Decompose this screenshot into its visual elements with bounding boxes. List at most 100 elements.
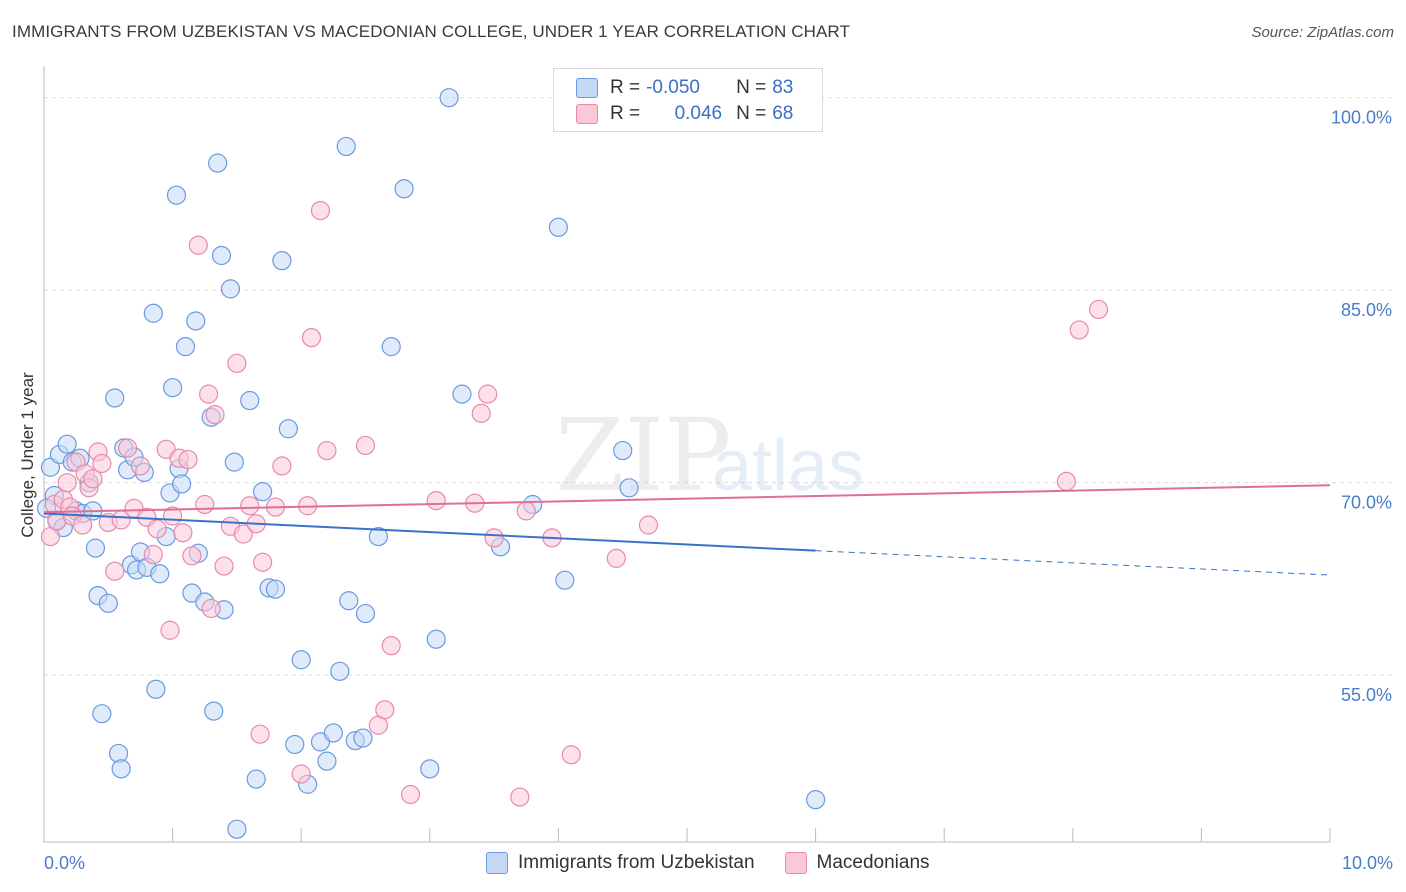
data-point [208,153,228,173]
watermark: ZIP atlas [555,397,864,514]
data-point [400,784,421,805]
series-macedonians-points [40,201,1109,807]
data-point [214,556,234,576]
data-point [92,704,112,724]
data-point [381,337,401,357]
data-point [805,790,826,810]
data-point [83,469,103,489]
data-point [186,311,206,331]
chart-title: IMMIGRANTS FROM UZBEKISTAN VS MACEDONIAN… [12,22,850,41]
data-point [426,629,446,649]
data-point [336,136,356,157]
legend-swatch-pink [576,104,598,124]
legend-item-label: Immigrants from Uzbekistan [518,852,755,873]
data-point [204,701,224,721]
data-point [92,453,112,474]
legend-n-label: N = [736,103,767,124]
data-point [250,724,270,744]
trend-line-uzbekistan [43,512,816,552]
data-point [150,564,170,584]
data-point [72,515,93,535]
data-point [606,548,626,568]
legend-swatch-pink [784,852,807,874]
data-point [439,88,459,108]
data-point [619,478,639,498]
data-point [188,235,208,255]
legend-swatch-blue [576,78,598,98]
data-point [98,593,118,613]
data-point [381,636,401,656]
source-label: Source: ZipAtlas.com [1251,24,1394,41]
data-point [330,661,350,681]
data-point [548,217,569,237]
legend-r-value: -0.050 [646,77,700,98]
data-point [224,452,244,472]
legend-row-uzbekistan: R = -0.050 N = 83 [576,75,793,101]
data-point [265,579,286,599]
data-point [105,388,125,408]
data-point [111,759,131,779]
legend-n-value: 83 [772,77,794,98]
legend-r-label: R = [610,77,641,98]
data-point [1069,320,1089,340]
data-point [178,449,198,470]
data-point [285,734,305,755]
trend-line-macedonians [43,484,1331,514]
data-point [117,438,138,458]
data-point [272,456,292,476]
legend-item-uzbekistan[interactable]: Immigrants from Uzbekistan [486,852,755,874]
trend-lines [43,484,1331,576]
data-point [163,378,183,398]
legend-item-macedonians[interactable]: Macedonians [784,852,930,874]
series-legend: Immigrants from Uzbekistan Macedonians [486,852,960,874]
data-point [175,337,196,357]
data-point [57,473,77,493]
data-point [355,603,376,624]
trend-line-uzbekistan-extrapolated [815,550,1331,576]
y-tick-label: 100.0% [1331,108,1392,128]
data-point [105,561,125,581]
y-axis-label: College, Under 1 year [18,372,37,538]
tick-labels: 100.0% 85.0% 70.0% 55.0% 0.0% 10.0% [44,108,1393,873]
data-point [57,434,77,454]
data-point [291,764,311,784]
legend-item-label: Macedonians [816,852,930,873]
data-point [555,570,575,590]
gridlines [44,97,1392,676]
data-point [471,403,491,423]
data-point [1056,471,1076,491]
data-point [233,524,253,544]
data-point [426,491,446,511]
data-point [253,482,273,502]
correlation-legend: R = -0.050 N = 83 R = 0.046 N = 68 [553,68,823,132]
data-point [278,419,298,439]
data-point [353,728,373,748]
data-point [291,650,311,670]
data-point [146,679,166,699]
data-point [173,523,193,543]
data-point [478,384,498,404]
data-point [240,496,260,516]
data-point [516,501,536,521]
data-point [510,787,530,807]
data-point [201,598,221,619]
legend-n-label: N = [736,77,767,98]
data-point [394,179,414,199]
data-point [317,440,337,461]
y-tick-label: 70.0% [1341,493,1392,513]
axes [43,66,1331,843]
data-point [143,544,163,565]
legend-r-value: 0.046 [674,103,723,124]
data-point [172,474,192,494]
data-point [375,700,395,720]
data-point [182,546,202,566]
data-point [240,390,260,411]
data-point [339,591,359,611]
data-point [195,494,215,515]
data-point [355,435,376,456]
data-point [317,751,337,771]
data-point [452,384,472,404]
data-point [253,552,273,572]
data-point [1088,299,1109,320]
